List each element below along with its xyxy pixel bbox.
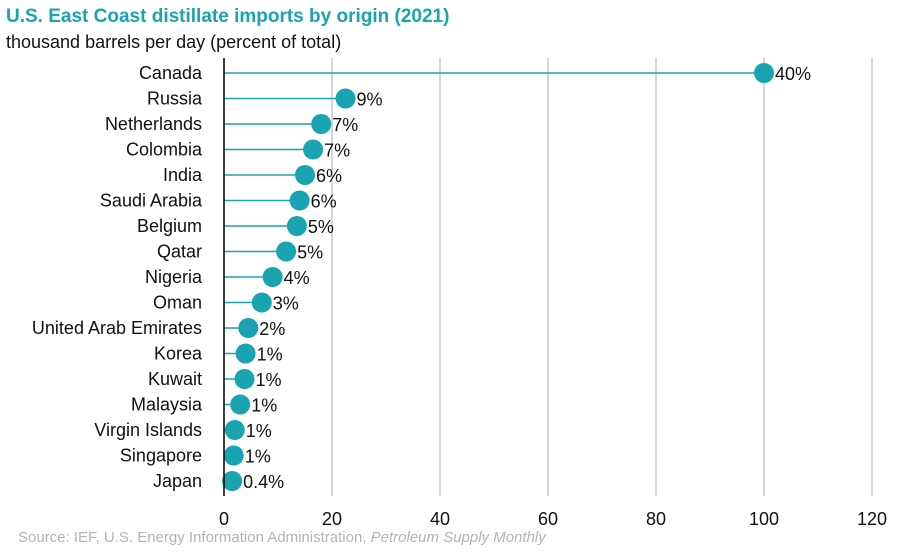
data-label-singapore: 1%	[245, 447, 271, 467]
data-label-saudi-arabia: 6%	[311, 192, 337, 212]
category-label-united-arab-emirates: United Arab Emirates	[32, 318, 202, 338]
dot-netherlands	[311, 114, 332, 134]
dot-virgin-islands	[224, 420, 245, 440]
data-label-belgium: 5%	[308, 217, 334, 237]
x-tick-label-120: 120	[857, 509, 887, 529]
category-label-virgin-islands: Virgin Islands	[94, 420, 202, 440]
data-label-japan: 0.4%	[243, 472, 284, 492]
x-tick-label-60: 60	[538, 509, 558, 529]
x-tick-label-20: 20	[322, 509, 342, 529]
category-label-singapore: Singapore	[120, 446, 202, 466]
data-label-colombia: 7%	[324, 141, 350, 161]
dot-saudi-arabia	[289, 190, 310, 211]
dot-nigeria	[262, 267, 283, 287]
dot-japan	[222, 471, 243, 491]
source-note: Source: IEF, U.S. Energy Information Adm…	[18, 529, 546, 546]
dot-korea	[235, 343, 256, 364]
category-label-russia: Russia	[147, 89, 203, 109]
data-label-russia: 9%	[357, 90, 383, 110]
data-label-united-arab-emirates: 2%	[259, 319, 285, 339]
category-label-canada: Canada	[139, 63, 203, 83]
category-label-kuwait: Kuwait	[148, 369, 202, 389]
category-label-malaysia: Malaysia	[131, 395, 203, 415]
category-label-qatar: Qatar	[157, 242, 202, 262]
category-label-nigeria: Nigeria	[145, 267, 203, 287]
chart-subtitle: thousand barrels per day (percent of tot…	[6, 32, 342, 52]
x-tick-label-40: 40	[430, 509, 450, 529]
dot-colombia	[303, 139, 324, 160]
dot-qatar	[276, 241, 297, 262]
x-tick-label-0: 0	[219, 509, 229, 529]
x-tick-label-100: 100	[749, 509, 779, 529]
data-label-canada: 40%	[775, 64, 811, 84]
dot-oman	[251, 292, 272, 313]
dot-russia	[335, 88, 356, 109]
category-label-japan: Japan	[153, 471, 202, 491]
category-label-netherlands: Netherlands	[105, 114, 202, 134]
data-label-india: 6%	[316, 166, 342, 186]
dot-belgium	[286, 216, 307, 236]
dot-singapore	[223, 445, 244, 466]
data-label-nigeria: 4%	[284, 268, 310, 288]
category-label-korea: Korea	[154, 344, 203, 364]
category-label-saudi-arabia: Saudi Arabia	[100, 191, 203, 211]
data-label-virgin-islands: 1%	[246, 421, 272, 441]
data-label-malaysia: 1%	[251, 396, 277, 416]
data-label-kuwait: 1%	[256, 370, 282, 390]
category-label-oman: Oman	[153, 293, 202, 313]
category-label-india: India	[163, 165, 203, 185]
data-label-netherlands: 7%	[332, 115, 358, 135]
dot-canada	[754, 63, 774, 83]
dot-kuwait	[234, 369, 255, 389]
data-label-korea: 1%	[257, 345, 283, 365]
source-publication: Petroleum Supply Monthly	[370, 529, 546, 546]
data-label-oman: 3%	[273, 294, 299, 314]
source-prefix: Source: IEF, U.S. Energy Information Adm…	[18, 529, 371, 546]
data-label-qatar: 5%	[297, 243, 323, 263]
dot-united-arab-emirates	[238, 318, 259, 338]
chart-title: U.S. East Coast distillate imports by or…	[6, 6, 450, 27]
dot-india	[295, 165, 315, 185]
category-label-belgium: Belgium	[137, 216, 202, 236]
dot-malaysia	[230, 394, 251, 415]
category-label-colombia: Colombia	[126, 140, 203, 160]
x-tick-label-80: 80	[646, 509, 666, 529]
